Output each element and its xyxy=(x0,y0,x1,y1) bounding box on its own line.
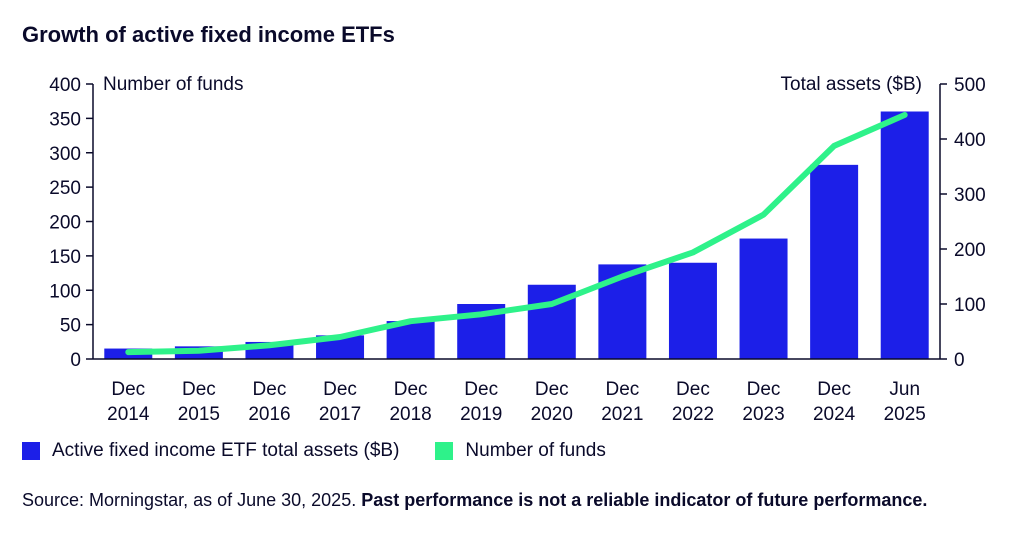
right-tick-label-0: 0 xyxy=(954,350,965,371)
legend-item-assets: Active fixed income ETF total assets ($B… xyxy=(22,440,399,462)
legend-swatch-line xyxy=(435,442,454,460)
left-tick-label-150: 150 xyxy=(49,247,81,268)
left-axis-label: Number of funds xyxy=(103,74,243,95)
x-tick-label-3-top: Dec xyxy=(323,379,357,400)
left-tick-label-400: 400 xyxy=(49,75,81,96)
x-tick-label-9-top: Dec xyxy=(747,379,781,400)
x-tick-label-2-bottom: 2016 xyxy=(248,404,290,425)
legend-label-funds: Number of funds xyxy=(465,440,606,461)
x-tick-label-6-bottom: 2020 xyxy=(531,404,573,425)
left-tick-label-0: 0 xyxy=(70,350,81,371)
left-tick-label-50: 50 xyxy=(60,316,81,337)
disclaimer-text: Past performance is not a reliable indic… xyxy=(361,490,928,510)
bar-series xyxy=(104,111,929,359)
x-tick-label-4-bottom: 2018 xyxy=(389,404,431,425)
x-tick-label-5-bottom: 2019 xyxy=(460,404,502,425)
x-tick-label-8-top: Dec xyxy=(676,379,710,400)
x-tick-label-7-top: Dec xyxy=(605,379,639,400)
bar-8 xyxy=(668,262,717,359)
right-tick-label-200: 200 xyxy=(954,240,986,261)
left-tick-label-200: 200 xyxy=(49,213,81,234)
x-tick-label-2-top: Dec xyxy=(253,379,287,400)
x-tick-label-11-top: Jun xyxy=(889,379,920,400)
left-tick-label-100: 100 xyxy=(49,281,81,302)
source-note: Source: Morningstar, as of June 30, 2025… xyxy=(22,487,982,513)
chart-title: Growth of active fixed income ETFs xyxy=(22,22,395,47)
x-tick-label-7-bottom: 2021 xyxy=(601,404,643,425)
legend: Active fixed income ETF total assets ($B… xyxy=(22,440,642,462)
x-tick-label-1-bottom: 2015 xyxy=(178,404,220,425)
axes: 0 50 100 150 200 250 300 350 400 0 100 200 300 400 500… xyxy=(49,75,985,425)
bar-10 xyxy=(810,164,859,359)
legend-swatch-bar xyxy=(22,442,40,460)
x-tick-label-1-top: Dec xyxy=(182,379,216,400)
x-tick-label-10-top: Dec xyxy=(817,379,851,400)
source-text: Source: Morningstar, as of June 30, 2025… xyxy=(22,490,362,510)
funds-line xyxy=(125,111,908,356)
legend-item-funds: Number of funds xyxy=(435,440,606,462)
line-series xyxy=(125,111,908,356)
x-tick-label-9-bottom: 2023 xyxy=(742,404,784,425)
x-tick-label-0-bottom: 2014 xyxy=(107,404,150,425)
x-tick-label-4-top: Dec xyxy=(394,379,428,400)
right-tick-label-500: 500 xyxy=(954,75,986,96)
left-tick-label-300: 300 xyxy=(49,144,81,165)
x-tick-label-3-bottom: 2017 xyxy=(319,404,361,425)
x-tick-label-10-bottom: 2024 xyxy=(813,404,856,425)
x-tick-label-5-top: Dec xyxy=(464,379,498,400)
right-tick-label-300: 300 xyxy=(954,185,986,206)
x-tick-label-11-bottom: 2025 xyxy=(884,404,926,425)
left-tick-label-250: 250 xyxy=(49,178,81,199)
x-tick-label-0-top: Dec xyxy=(111,379,145,400)
legend-label-assets: Active fixed income ETF total assets ($B… xyxy=(52,440,400,461)
right-tick-label-400: 400 xyxy=(954,130,986,151)
bar-9 xyxy=(739,238,788,359)
bar-11 xyxy=(880,111,929,359)
right-axis-label: Total assets ($B) xyxy=(781,74,923,95)
left-tick-label-350: 350 xyxy=(49,109,81,130)
x-tick-label-8-bottom: 2022 xyxy=(672,404,714,425)
x-tick-label-6-top: Dec xyxy=(535,379,569,400)
right-tick-label-100: 100 xyxy=(954,295,986,316)
